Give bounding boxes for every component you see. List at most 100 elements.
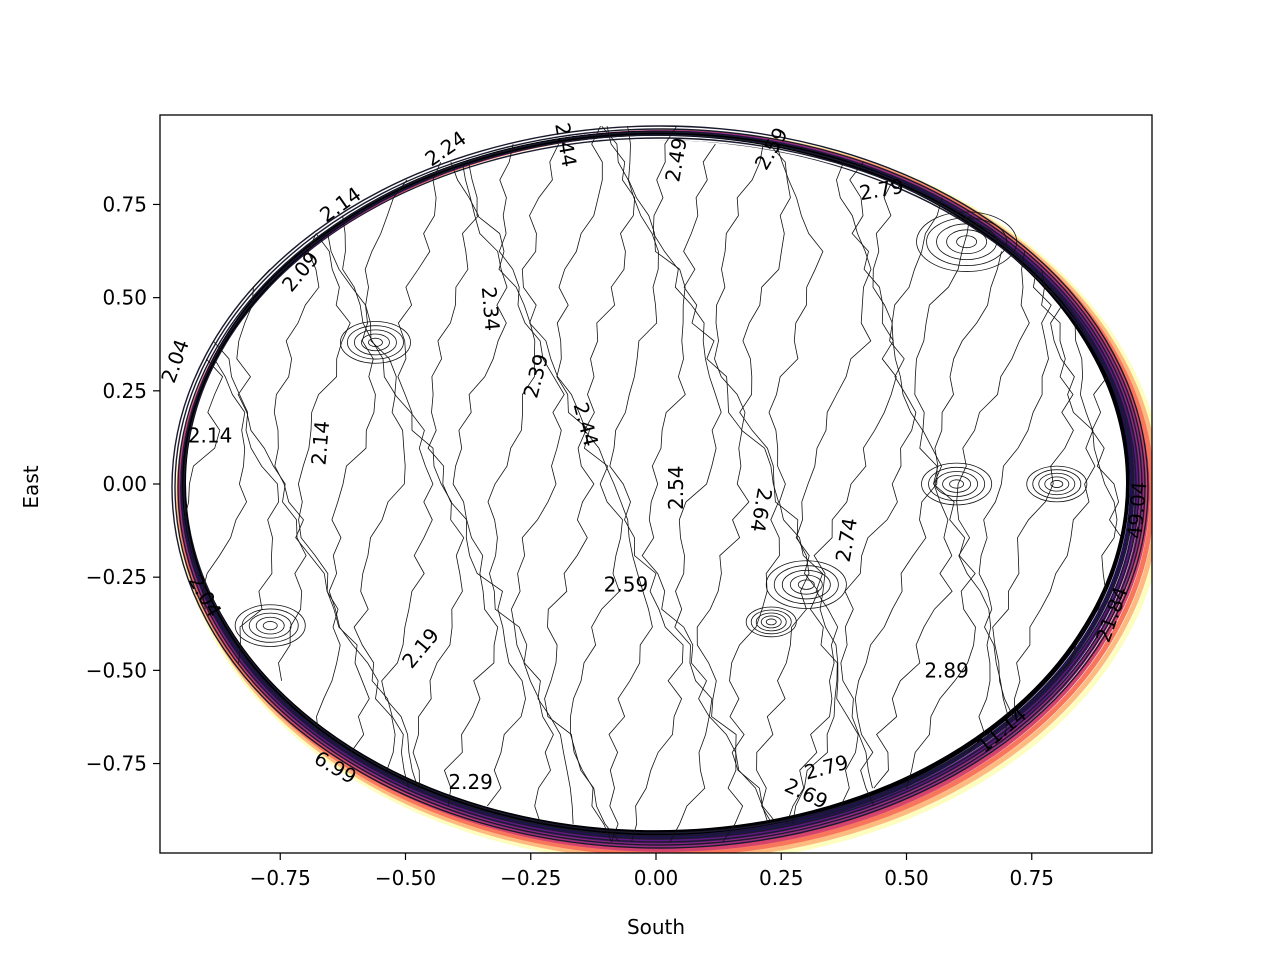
- contour-loop: [346, 325, 404, 360]
- contour-loop: [797, 579, 815, 590]
- x-tick-label: 0.50: [884, 866, 929, 890]
- contour-loop: [946, 229, 988, 255]
- contour-loop: [255, 616, 285, 635]
- contour-line: [768, 143, 839, 825]
- contour-line: [1049, 322, 1118, 682]
- contour-line: [906, 251, 1002, 789]
- contour-loop: [935, 471, 979, 497]
- contour-line: [1014, 304, 1096, 717]
- contour-loop: [339, 321, 411, 364]
- y-tick-label: −0.50: [86, 658, 147, 682]
- contour-loop: [1044, 476, 1070, 492]
- x-tick-label: −0.25: [500, 866, 561, 890]
- x-tick-label: 0.75: [1009, 866, 1054, 890]
- contour-label: 2.29: [448, 770, 493, 794]
- contour-label: 2.34: [477, 286, 505, 332]
- contour-line: [342, 215, 409, 789]
- contour-line: [498, 144, 574, 824]
- contour-loop: [936, 223, 998, 261]
- contour-label: 2.14: [306, 420, 334, 466]
- contour-boundary: [174, 128, 1146, 846]
- contour-label: 2.54: [664, 465, 688, 510]
- contour-line: [956, 251, 1030, 753]
- y-tick-label: −0.75: [86, 752, 147, 776]
- contour-loop: [745, 606, 797, 638]
- contour-loop: [921, 462, 993, 506]
- contour-loop: [760, 615, 782, 629]
- contour-label: 2.59: [604, 573, 649, 597]
- contour-line: [978, 269, 1052, 735]
- contour-loop: [916, 211, 1018, 272]
- y-tick-label: 0.50: [102, 286, 147, 310]
- contour-line: [601, 125, 684, 842]
- contour-label: 2.89: [924, 658, 969, 682]
- contour-loop: [773, 565, 839, 605]
- contour-loop: [1038, 472, 1076, 496]
- contour-line: [683, 143, 769, 825]
- x-tick-label: −0.75: [250, 866, 311, 890]
- contour-boundary: [177, 131, 1143, 843]
- contour-loop: [241, 608, 299, 643]
- contour-plot-area: [171, 125, 1152, 853]
- contour-loop: [781, 569, 831, 600]
- contour-line: [873, 215, 971, 789]
- contour-loop: [1050, 480, 1064, 488]
- contour-loop: [928, 466, 986, 502]
- contour-loop: [942, 475, 972, 493]
- contour-loop: [248, 612, 292, 639]
- contour-boundary: [183, 137, 1137, 837]
- contour-line: [202, 358, 248, 610]
- contour-line: [813, 161, 897, 807]
- contour-line: [739, 143, 810, 825]
- contour-loop: [765, 560, 847, 609]
- y-tick-label: 0.00: [102, 472, 147, 496]
- contour-loop: [789, 574, 823, 595]
- contour-interior: [186, 140, 1126, 826]
- contour-line: [183, 358, 224, 520]
- contour-line: [840, 179, 917, 789]
- contour-loop: [262, 621, 278, 631]
- contour-line: [297, 233, 370, 753]
- contour-loop: [949, 479, 965, 489]
- contour-loop: [368, 337, 383, 347]
- contour-line: [714, 144, 780, 825]
- contour-loop: [765, 618, 777, 626]
- contour-line: [521, 143, 612, 842]
- x-axis-title: South: [627, 915, 685, 939]
- contour-line: [327, 233, 396, 771]
- contour-line: [452, 161, 526, 807]
- x-tick-label: 0.25: [759, 866, 804, 890]
- contour-loop: [956, 235, 978, 249]
- contour-boundary: [171, 125, 1149, 849]
- contour-loop: [353, 329, 397, 356]
- contour-line: [652, 125, 744, 843]
- contour-boundary: [180, 134, 1140, 840]
- contour-line: [468, 161, 554, 825]
- contour-line: [584, 126, 653, 842]
- contour-loop: [361, 333, 390, 352]
- contour-line: [1091, 376, 1122, 538]
- contour-line: [427, 161, 499, 807]
- contour-loop: [1026, 465, 1088, 503]
- contour-line: [556, 126, 623, 843]
- contour-line: [792, 161, 872, 824]
- contour-label: 2.14: [188, 424, 233, 448]
- contour-line: [397, 161, 465, 789]
- contour-line: [992, 269, 1074, 717]
- y-axis-title: East: [19, 465, 43, 508]
- contour-loop: [234, 604, 306, 647]
- contour-loop: [1032, 469, 1082, 499]
- x-tick-label: −0.50: [375, 866, 436, 890]
- contour-label: 49.04: [1123, 481, 1152, 540]
- contour-loop: [755, 612, 787, 632]
- contour-line: [364, 179, 434, 789]
- contour-line: [212, 340, 280, 663]
- y-tick-label: 0.75: [102, 192, 147, 216]
- contour-loop: [926, 217, 1008, 266]
- y-tick-label: −0.25: [86, 565, 147, 589]
- contour-line: [627, 126, 710, 842]
- y-tick-label: 0.25: [102, 379, 147, 403]
- axis-ticks: −0.75 −0.50 −0.25 0.00 0.25 0.50 0.75 −0.75 −0.5…: [86, 192, 1054, 890]
- contour-line: [273, 233, 341, 735]
